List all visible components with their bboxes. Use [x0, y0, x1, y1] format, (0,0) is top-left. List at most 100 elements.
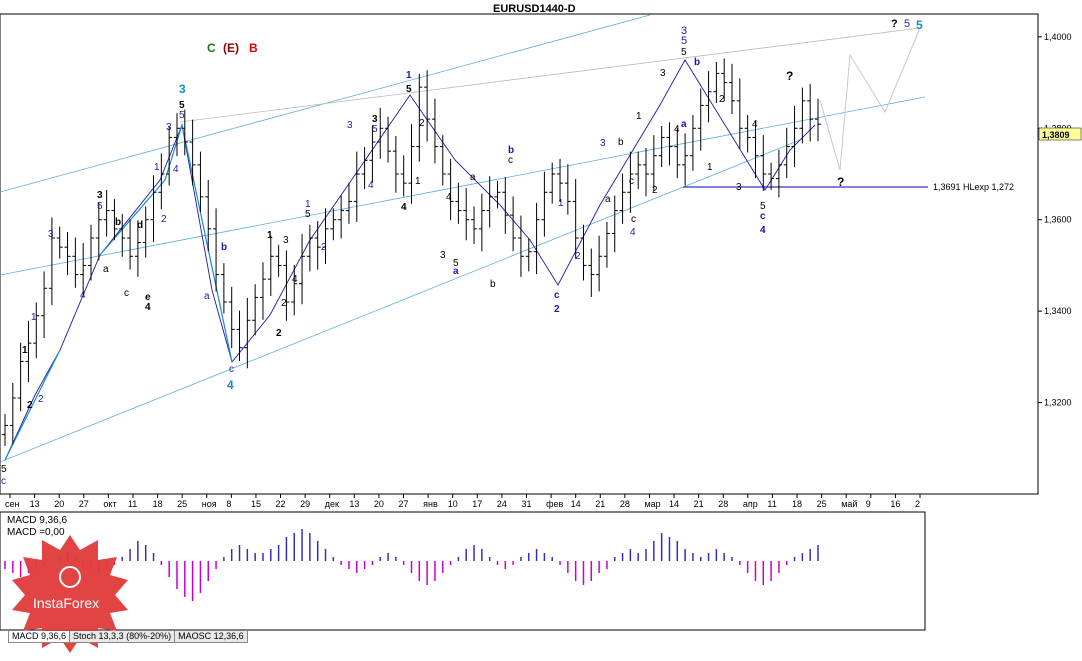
svg-text:5: 5 — [916, 18, 923, 32]
time-label: 21 — [694, 499, 704, 509]
ohlc-bar — [213, 208, 220, 292]
time-label: 20 — [54, 499, 64, 509]
svg-text:2: 2 — [27, 400, 33, 411]
ohlc-bar — [119, 213, 126, 257]
ohlc-bar — [64, 232, 71, 276]
ohlc-bar — [103, 190, 110, 237]
ohlc-bar — [150, 175, 157, 243]
svg-text:1: 1 — [305, 199, 311, 210]
ohlc-bar — [510, 196, 517, 252]
svg-text:4: 4 — [630, 227, 636, 238]
svg-text:4: 4 — [401, 202, 407, 213]
ohlc-bar — [713, 62, 720, 104]
time-label: 31 — [521, 499, 531, 509]
chart-area — [0, 13, 1039, 495]
legend-c: C — [207, 41, 216, 55]
time-label: 11 — [128, 499, 137, 509]
svg-text:b: b — [221, 242, 227, 253]
svg-text:1: 1 — [415, 176, 421, 187]
ohlc-bar — [791, 105, 798, 168]
price-label: 1,4000 — [1044, 32, 1072, 42]
tab-maosc[interactable]: MAOSC 12,36,6 — [174, 631, 248, 643]
svg-text:b: b — [618, 137, 624, 148]
legend-e: (E) — [223, 41, 239, 55]
ohlc-bar — [95, 202, 102, 261]
ohlc-bar — [189, 119, 196, 186]
ohlc-bar — [705, 71, 712, 123]
price-bars — [2, 58, 821, 446]
svg-text:5: 5 — [760, 201, 766, 212]
ohlc-bar — [259, 262, 266, 320]
ohlc-bar — [736, 78, 743, 149]
ohlc-bar — [228, 286, 235, 349]
svg-text:c: c — [554, 290, 560, 301]
ohlc-bar — [197, 151, 204, 212]
svg-text:a: a — [204, 291, 210, 302]
svg-text:c: c — [629, 176, 634, 187]
time-label: 2 — [915, 499, 920, 509]
ohlc-bar — [87, 224, 94, 281]
ohlc-bar — [353, 151, 360, 222]
ohlc-bar — [439, 135, 446, 186]
ohlc-bar — [142, 206, 149, 258]
ohlc-bar — [181, 109, 188, 156]
price-label: 1,3200 — [1044, 398, 1072, 408]
time-label: 10 — [448, 499, 458, 509]
ohlc-bar — [314, 221, 321, 270]
svg-text:c: c — [631, 214, 636, 225]
svg-text:4: 4 — [674, 124, 680, 135]
ohlc-bar — [494, 180, 501, 209]
price-label: 1,3400 — [1044, 306, 1072, 316]
svg-text:3: 3 — [736, 182, 742, 193]
instaforex-logo: InstaForex — [12, 535, 128, 653]
svg-text:5: 5 — [681, 47, 687, 58]
ohlc-bar — [385, 116, 392, 163]
ohlc-bar — [416, 73, 423, 162]
ohlc-bar — [650, 135, 657, 191]
time-label: 22 — [276, 499, 286, 509]
svg-text:b: b — [694, 57, 700, 68]
svg-text:a: a — [681, 119, 687, 130]
ohlc-bar — [752, 120, 759, 179]
svg-text:5: 5 — [681, 35, 687, 47]
ohlc-bar — [643, 147, 650, 197]
svg-text:2: 2 — [419, 118, 425, 129]
time-label: 25 — [817, 499, 827, 509]
time-label: 27 — [399, 499, 409, 509]
ohlc-bar — [564, 164, 571, 215]
svg-text:1: 1 — [636, 111, 642, 122]
svg-text:5: 5 — [372, 124, 378, 135]
ohlc-bar — [17, 342, 24, 412]
price-label: 1,3600 — [1044, 215, 1072, 225]
svg-text:2: 2 — [38, 394, 44, 405]
svg-text:2: 2 — [321, 242, 327, 253]
svg-text:2: 2 — [652, 185, 658, 196]
svg-text:3: 3 — [347, 120, 353, 131]
svg-text:4: 4 — [173, 164, 179, 175]
ohlc-bar — [619, 173, 626, 224]
ohlc-bar — [322, 208, 329, 265]
ohlc-bar — [611, 195, 618, 253]
svg-text:3: 3 — [681, 25, 687, 37]
channel-lines — [0, 14, 926, 463]
svg-text:c: c — [508, 155, 513, 166]
time-label: 13 — [349, 499, 359, 509]
tab-stoch[interactable]: Stoch 13,3,3 (80%-20%) — [69, 631, 176, 643]
svg-text:2: 2 — [575, 251, 581, 262]
ohlc-bar — [158, 153, 165, 210]
svg-text:c: c — [229, 364, 234, 375]
ohlc-bar — [486, 176, 493, 228]
ohlc-bar — [338, 195, 345, 239]
ohlc-bar — [72, 237, 79, 288]
time-label: сен — [5, 499, 20, 509]
ohlc-bar — [549, 162, 556, 204]
legend-b: B — [249, 41, 258, 55]
tab-macd[interactable]: MACD 9,36,6 — [8, 631, 71, 643]
svg-text:1: 1 — [707, 162, 713, 173]
svg-text:a: a — [453, 266, 459, 277]
svg-text:2: 2 — [161, 214, 167, 225]
ohlc-bar — [25, 320, 32, 382]
ohlc-bar — [533, 202, 540, 275]
svg-text:1: 1 — [22, 345, 28, 356]
